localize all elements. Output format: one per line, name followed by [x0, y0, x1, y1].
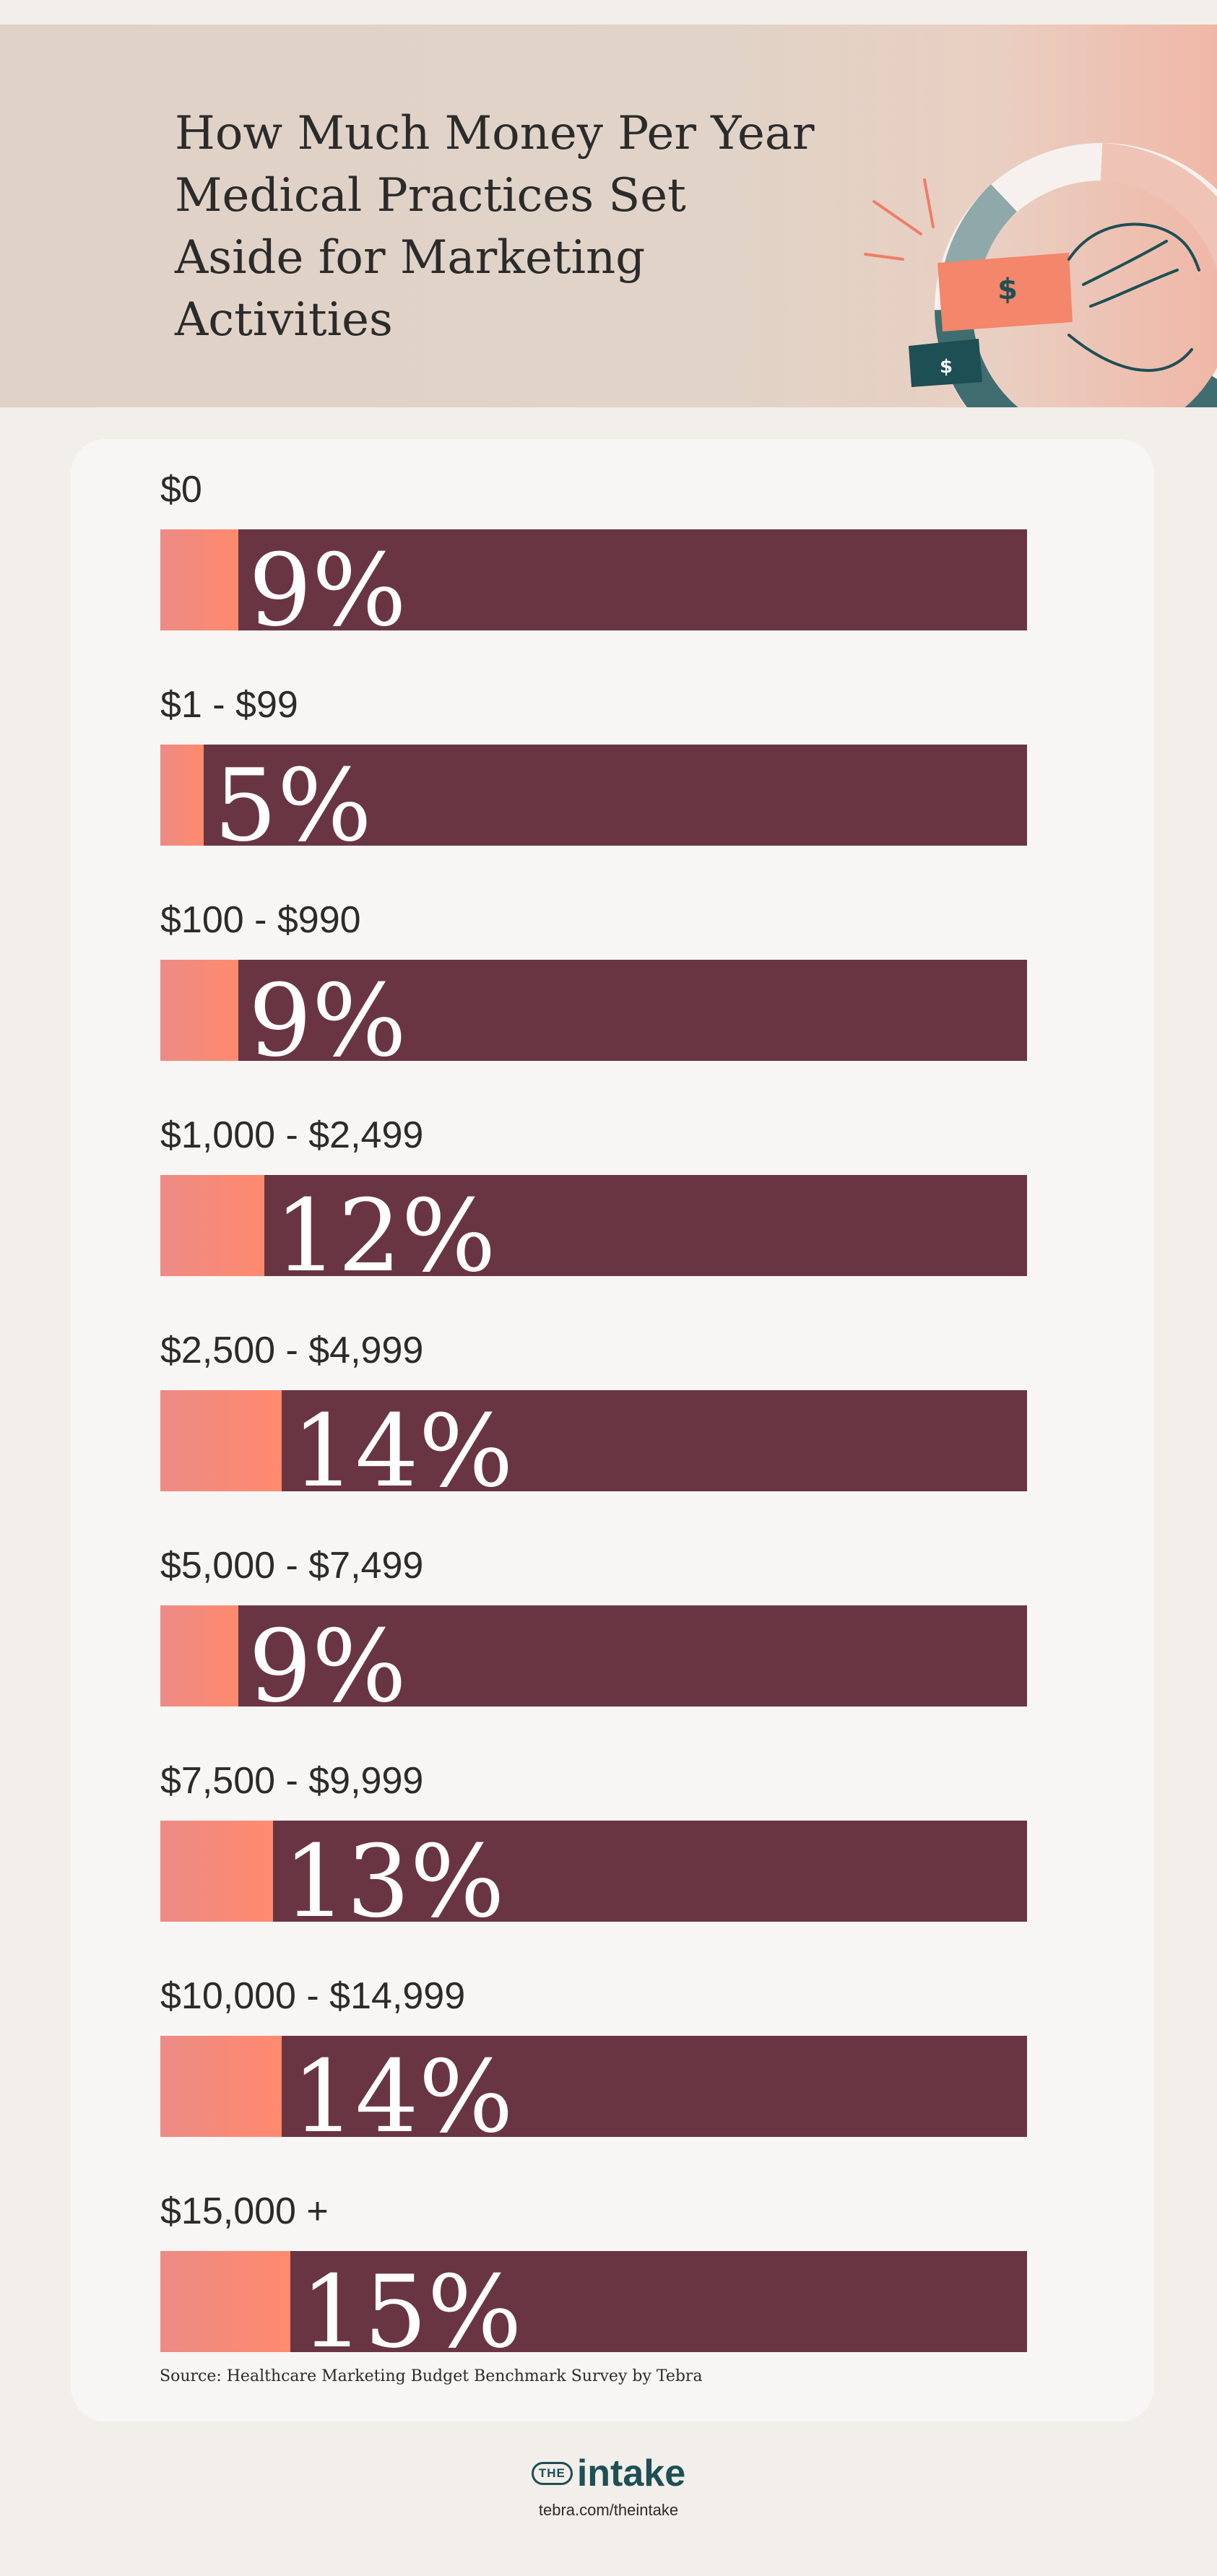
- category-label: $0: [160, 469, 202, 511]
- bar-track: [160, 960, 1027, 1061]
- value-label: 9%: [248, 1608, 407, 1725]
- bar-track: [160, 1605, 1027, 1707]
- bar-chart: $0 9% $1 - $99 5% $100 - $990 9% $1,000 - $2,4…: [160, 469, 1027, 2370]
- value-label: 14%: [292, 1393, 514, 1509]
- bar-track: [160, 2036, 1027, 2137]
- bar-fill: [160, 1821, 273, 1922]
- category-label: $10,000 - $14,999: [160, 1975, 465, 2017]
- spark-lines: [864, 178, 935, 261]
- category-label: $100 - $990: [160, 899, 361, 941]
- svg-text:$: $: [997, 273, 1018, 306]
- source-note: Source: Healthcare Marketing Budget Benc…: [160, 2367, 703, 2385]
- category-label: $1 - $99: [160, 684, 298, 726]
- bar-fill: [160, 2036, 282, 2137]
- bar-fill: [160, 960, 238, 1061]
- money-donut-illustration: $ $: [864, 143, 1217, 407]
- value-label: 9%: [248, 963, 407, 1079]
- chart-card: $0 9% $1 - $99 5% $100 - $990 9% $1,000 - $2,4…: [71, 439, 1154, 2421]
- donut-segment: [1100, 143, 1217, 270]
- value-label: 14%: [292, 2039, 514, 2155]
- header-banner: How Much Money Per Year Medical Practice…: [0, 25, 1217, 407]
- category-label: $1,000 - $2,499: [160, 1114, 423, 1156]
- logo-the-badge: THE: [531, 2462, 573, 2485]
- hand-icon: [1067, 222, 1200, 372]
- category-label: $5,000 - $7,499: [160, 1545, 423, 1587]
- category-label: $15,000 +: [160, 2190, 329, 2232]
- bar-track: [160, 2251, 1027, 2352]
- bar-fill: [160, 2251, 290, 2352]
- bar-track: [160, 1390, 1027, 1491]
- value-label: 9%: [248, 532, 407, 649]
- page-title: How Much Money Per Year Medical Practice…: [175, 107, 815, 347]
- value-label: 13%: [283, 1823, 505, 1940]
- value-label: 5%: [214, 747, 372, 864]
- logo-wordmark: intake: [576, 2453, 686, 2494]
- category-label: $7,500 - $9,999: [160, 1760, 423, 1802]
- bar-fill: [160, 1605, 238, 1707]
- bar-track: [160, 745, 1027, 846]
- footer-url: tebra.com/theintake: [538, 2501, 679, 2519]
- bar-fill: [160, 1390, 282, 1491]
- value-label: 12%: [274, 1178, 496, 1294]
- bar-fill: [160, 745, 204, 846]
- value-label: 15%: [300, 2254, 522, 2370]
- brand-logo: THE intake: [531, 2452, 686, 2495]
- dollar-bill-icon: $: [937, 253, 1073, 331]
- bar-track: [160, 529, 1027, 630]
- category-label: $2,500 - $4,999: [160, 1330, 423, 1371]
- bar-fill: [160, 1175, 264, 1276]
- bar-track: [160, 1821, 1027, 1922]
- dollar-bill-small-icon: $: [909, 339, 982, 387]
- svg-text:$: $: [940, 356, 953, 378]
- bar-track: [160, 1175, 1027, 1276]
- footer-logo: THE intake tebra.com/theintake: [0, 2452, 1217, 2520]
- bar-fill: [160, 529, 238, 630]
